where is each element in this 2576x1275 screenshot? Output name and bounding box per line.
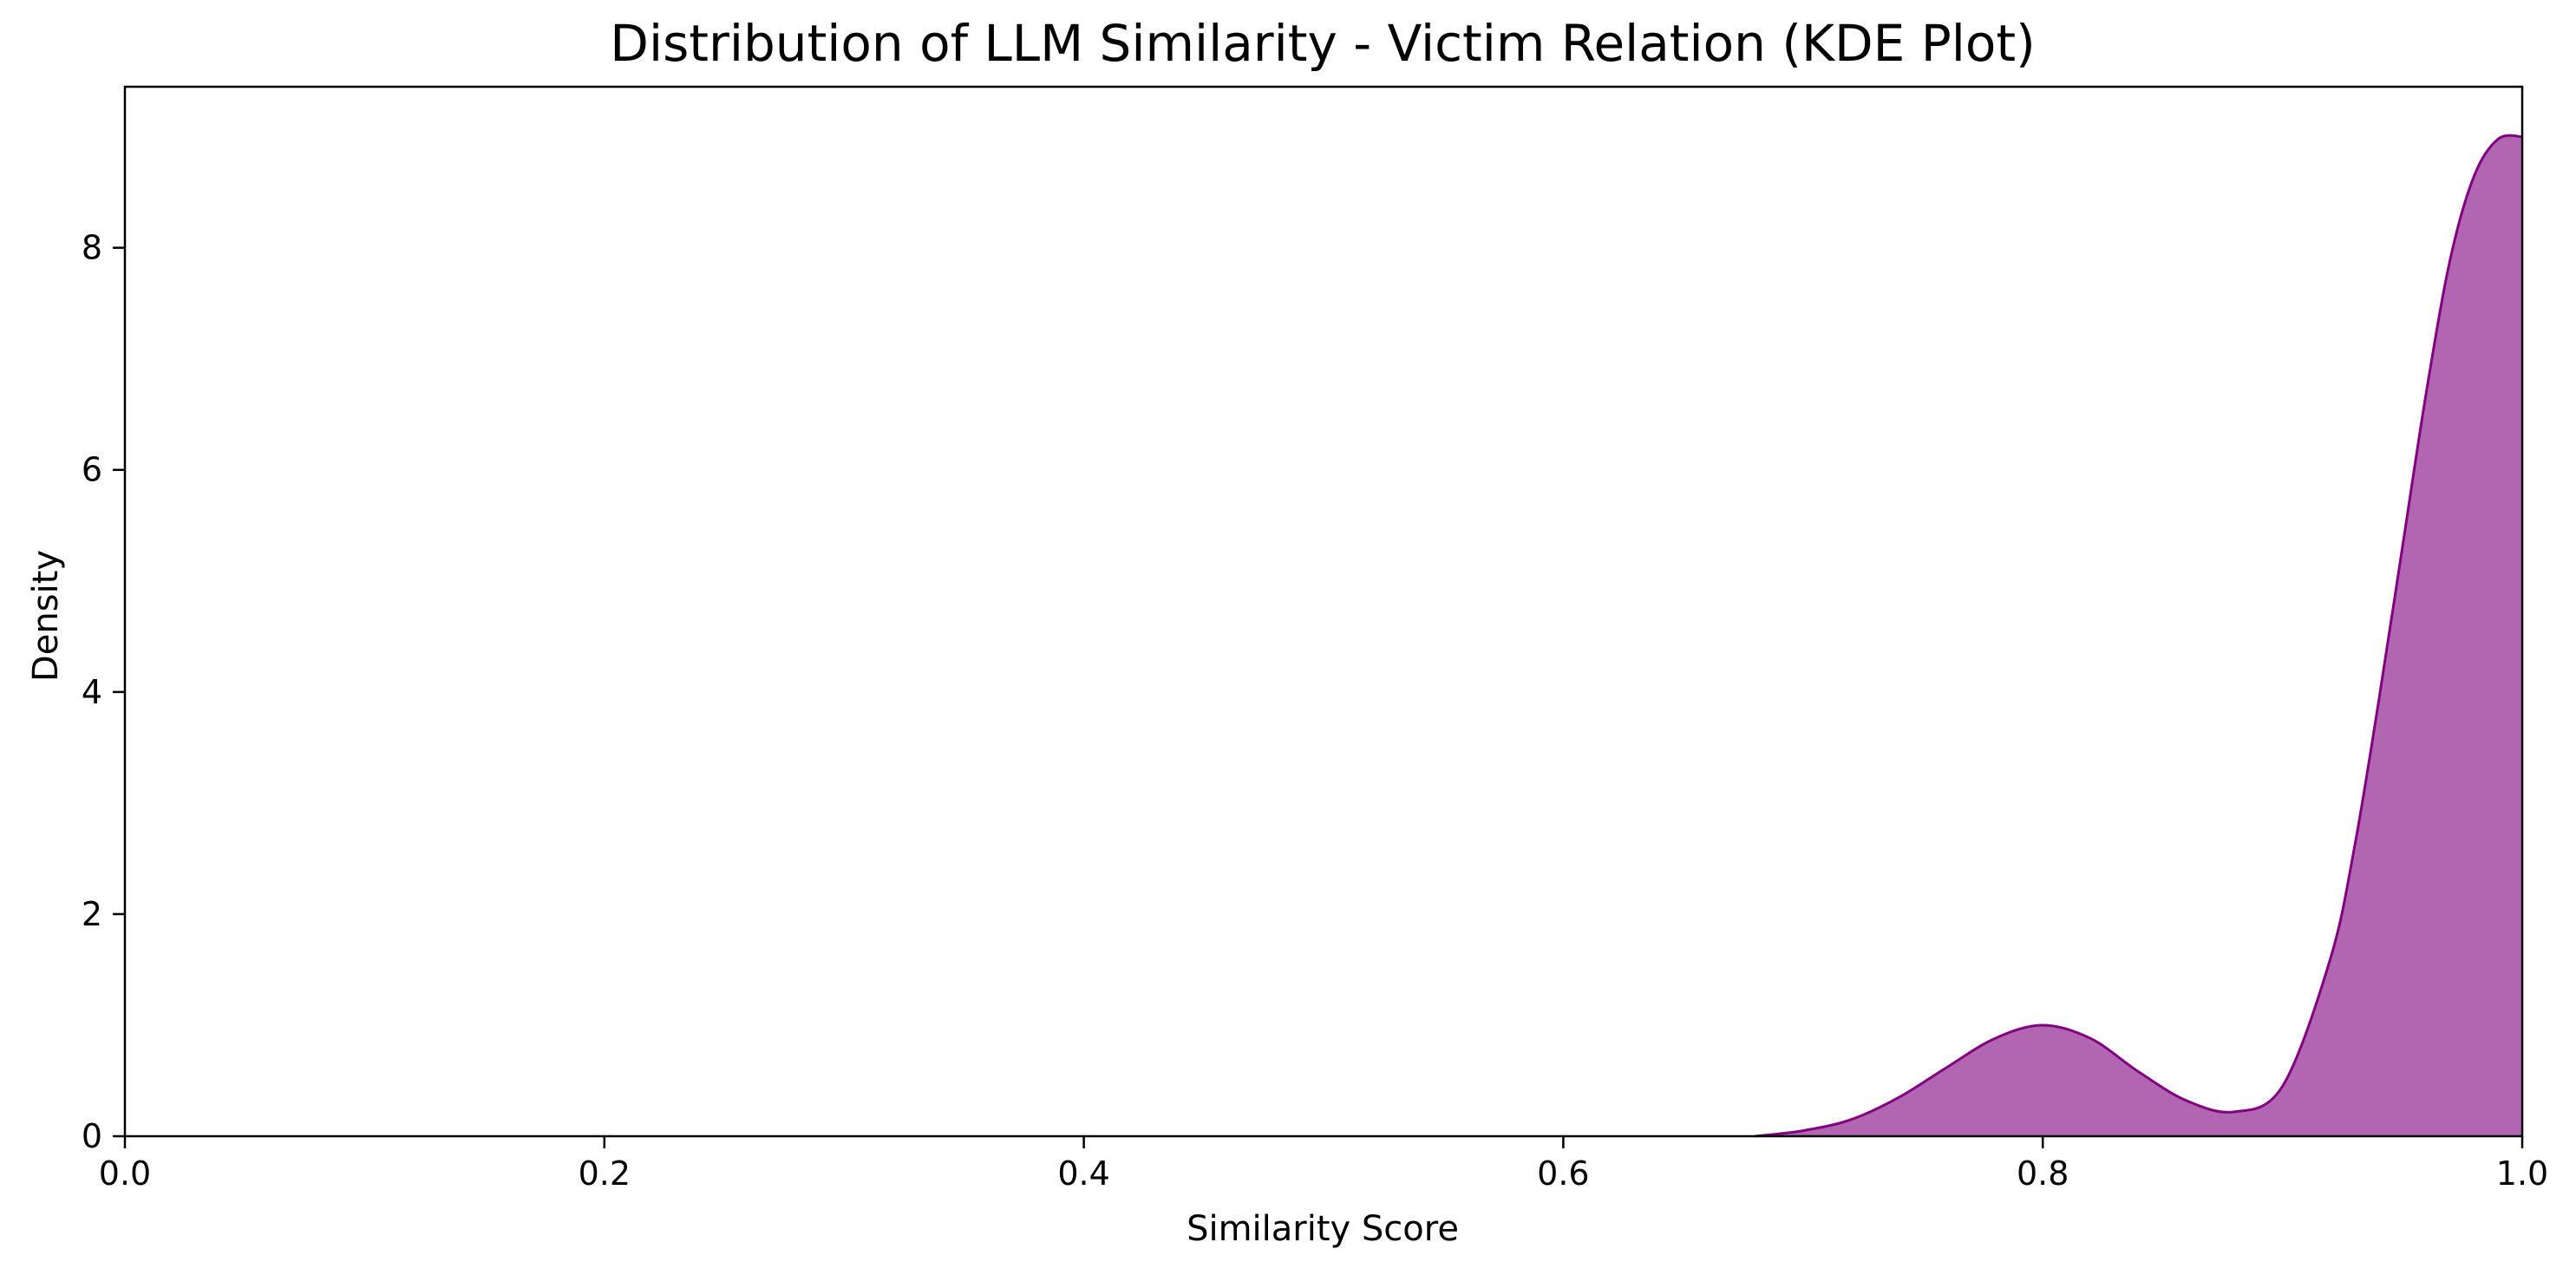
kde-curve-line	[1755, 134, 2523, 1138]
kde-area-fill	[1755, 135, 2522, 1136]
x-tick-label: 0.0	[99, 1154, 151, 1193]
plot-area	[1755, 134, 2523, 1138]
x-tick-label: 0.2	[579, 1154, 631, 1193]
y-tick-label: 6	[82, 451, 102, 489]
y-tick-label: 2	[82, 895, 102, 933]
y-axis-label: Density	[26, 550, 66, 682]
chart-title: Distribution of LLM Similarity - Victim …	[610, 14, 2035, 73]
x-axis-label: Similarity Score	[1187, 1209, 1459, 1249]
y-tick-label: 8	[82, 229, 102, 267]
x-tick-label: 0.6	[1537, 1154, 1589, 1193]
y-tick-label: 0	[82, 1117, 102, 1155]
axes: 0.0 0.2 0.4 0.6 0.8 1.0 0 2 4 6 8	[82, 85, 2548, 1193]
y-tick-label: 4	[82, 673, 102, 711]
plot-frame	[123, 85, 2524, 1138]
x-tick-label: 1.0	[2496, 1154, 2548, 1193]
x-tick-label: 0.8	[2017, 1154, 2069, 1193]
x-tick-label: 0.4	[1057, 1154, 1109, 1193]
